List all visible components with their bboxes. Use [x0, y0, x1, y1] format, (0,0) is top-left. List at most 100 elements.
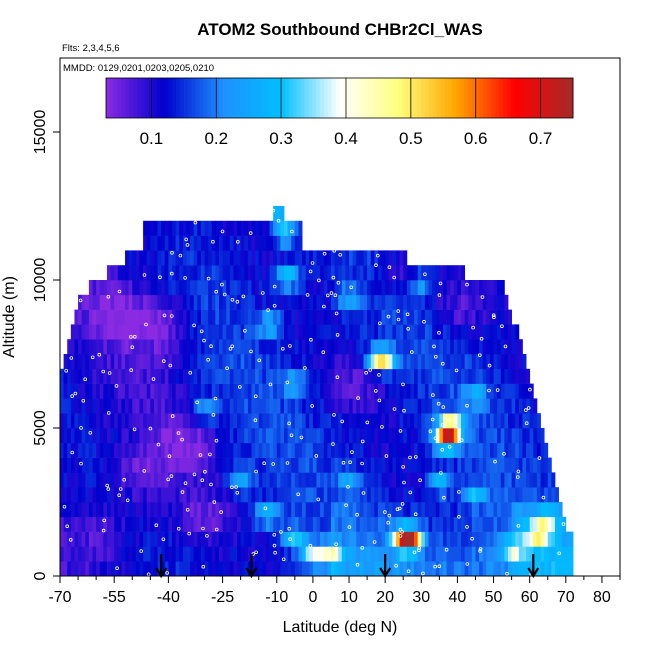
heatmap-cell [63, 383, 68, 399]
heatmap-cell [78, 502, 83, 518]
heatmap-cell [168, 398, 173, 414]
heatmap-cell [370, 502, 375, 518]
heatmap-cell [161, 250, 166, 266]
x-tick-label: 60 [521, 589, 539, 606]
heatmap-cell [244, 220, 249, 236]
heatmap-cell [522, 487, 527, 503]
heatmap-cell [146, 220, 151, 236]
heatmap-cell [334, 516, 339, 532]
heatmap-cell [211, 561, 216, 576]
heatmap-cell [175, 472, 180, 488]
heatmap-cell [78, 294, 83, 310]
sample-point [478, 549, 482, 553]
heatmap-cell [356, 324, 361, 340]
heatmap-cell [312, 472, 317, 488]
heatmap-cell [374, 442, 379, 458]
heatmap-cell [341, 383, 346, 399]
heatmap-cell [211, 487, 216, 503]
colorbar-segment [530, 78, 535, 118]
colorbar-segment [261, 78, 267, 118]
heatmap-cell [233, 250, 238, 266]
heatmap-cell [139, 398, 144, 414]
heatmap-cell [359, 309, 364, 325]
heatmap-cell [88, 457, 93, 473]
heatmap-cell [334, 502, 339, 518]
heatmap-cell [551, 516, 556, 532]
heatmap-cell [536, 413, 541, 429]
heatmap-cell [247, 516, 252, 532]
heatmap-cell [172, 250, 177, 266]
colorbar-segment [308, 78, 313, 118]
sample-point [248, 231, 253, 235]
heatmap-cell [276, 442, 281, 458]
heatmap-cell [222, 472, 227, 488]
heatmap-cell [417, 413, 422, 429]
heatmap-cell [385, 561, 390, 576]
heatmap-cell [276, 339, 281, 355]
heatmap-cell [175, 324, 180, 340]
heatmap-cell [190, 516, 195, 532]
heatmap-cell [146, 309, 151, 325]
heatmap-cell [536, 472, 541, 488]
heatmap-cell [457, 561, 462, 576]
heatmap-cell [110, 413, 115, 429]
heatmap-cell [237, 368, 242, 384]
heatmap-cell [381, 561, 386, 576]
heatmap-cell [197, 442, 202, 458]
heatmap-cell [504, 546, 509, 562]
colorbar-segment [444, 78, 449, 118]
heatmap-cell [414, 516, 419, 532]
heatmap-cell [493, 442, 498, 458]
heatmap-cell [284, 309, 289, 325]
heatmap-cell [179, 502, 184, 518]
y-axis-label: Altitude (m) [1, 276, 18, 358]
heatmap-cell [273, 206, 278, 222]
heatmap-cell [500, 457, 505, 473]
heatmap-cell [349, 398, 354, 414]
heatmap-cell [316, 457, 321, 473]
heatmap-cell [99, 294, 104, 310]
heatmap-cell [67, 561, 72, 576]
heatmap-cell [125, 531, 130, 547]
heatmap-cell [175, 502, 180, 518]
heatmap-cell [461, 546, 466, 562]
sample-point [440, 361, 445, 366]
heatmap-cell [175, 428, 180, 444]
heatmap-cell [240, 457, 245, 473]
heatmap-cell [367, 250, 372, 266]
heatmap-cell [222, 561, 227, 576]
heatmap-cell [450, 339, 455, 355]
heatmap-cell [81, 309, 86, 325]
heatmap-cell [81, 516, 86, 532]
heatmap-cell [280, 457, 285, 473]
heatmap-cell [294, 280, 299, 296]
heatmap-cell [182, 309, 187, 325]
heatmap-cell [208, 546, 213, 562]
heatmap-cell [504, 428, 509, 444]
x-tick-label: -10 [265, 589, 288, 606]
heatmap-cell [121, 354, 126, 370]
heatmap-cell [345, 324, 350, 340]
heatmap-cell [168, 235, 173, 251]
heatmap-cell [338, 309, 343, 325]
heatmap-cell [352, 398, 357, 414]
heatmap-cell [244, 368, 249, 384]
heatmap-cell [190, 280, 195, 296]
heatmap-cell [406, 531, 411, 547]
heatmap-cell [132, 561, 137, 576]
heatmap-cell [435, 546, 440, 562]
heatmap-cell [139, 487, 144, 503]
heatmap-cell [197, 354, 202, 370]
heatmap-cell [85, 561, 90, 576]
sample-point [176, 431, 181, 435]
heatmap-cell [103, 457, 108, 473]
heatmap-cell [403, 368, 408, 384]
heatmap-cell [204, 294, 209, 310]
heatmap-cell [442, 457, 447, 473]
heatmap-cell [197, 516, 202, 532]
heatmap-cell [424, 354, 429, 370]
heatmap-cell [175, 516, 180, 532]
heatmap-cell [273, 339, 278, 355]
heatmap-cell [457, 339, 462, 355]
heatmap-cell [96, 280, 101, 296]
